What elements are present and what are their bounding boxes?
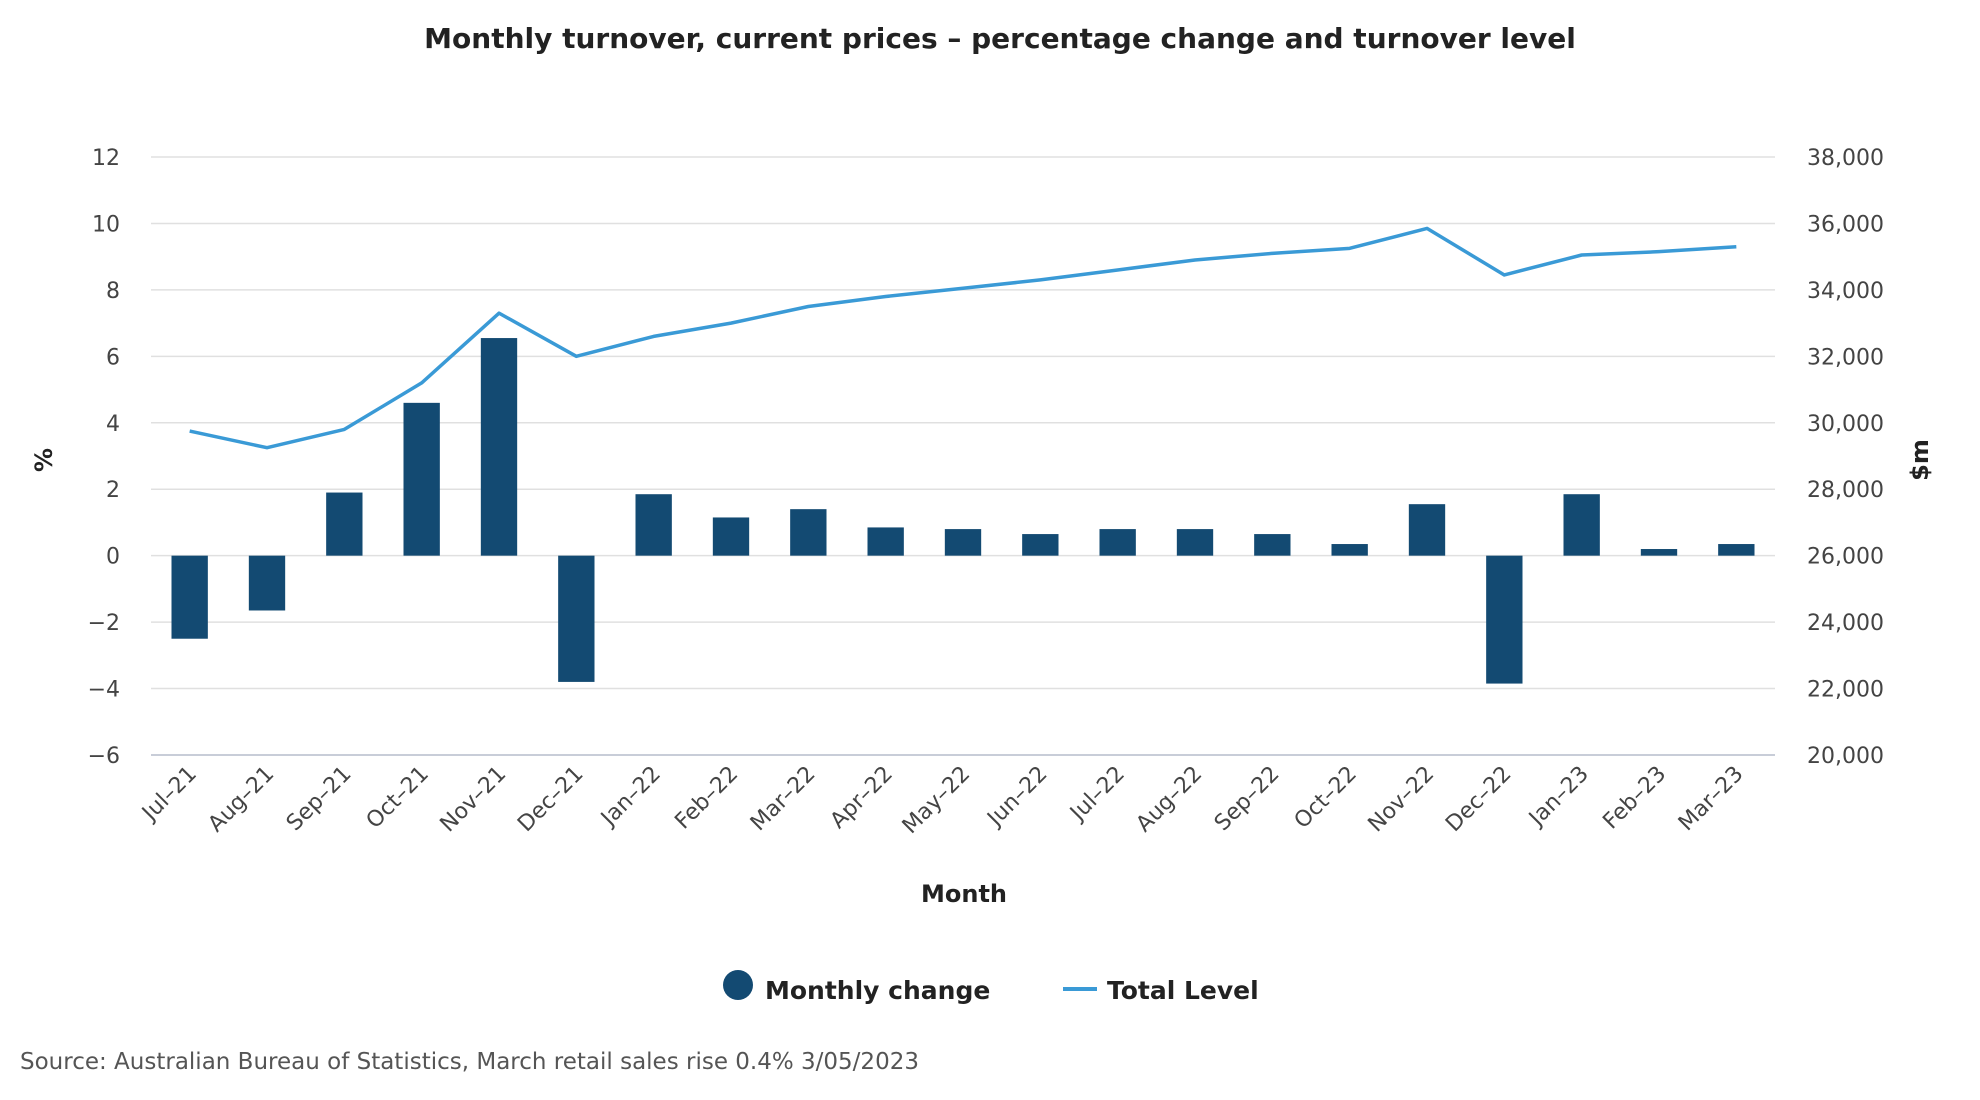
y-tick-right: 24,000	[1807, 611, 1884, 636]
y-tick-right: 34,000	[1807, 279, 1884, 304]
y-tick-right: 28,000	[1807, 478, 1884, 503]
y-tick-right: 32,000	[1807, 345, 1884, 370]
y-tick-right: 30,000	[1807, 412, 1884, 437]
x-tick-label: Feb–22	[670, 762, 743, 835]
y-tick-left: 6	[106, 345, 120, 370]
x-tick-label: Apr–22	[826, 762, 898, 834]
y-tick-left: 4	[106, 412, 120, 437]
bar-Feb-23	[1640, 549, 1678, 556]
bar-Aug-21	[248, 555, 286, 611]
right-axis: 38,000 36,000 34,000 32,000 30,000 28,000 26,0…	[1807, 146, 1884, 769]
x-axis-label: Month	[921, 880, 1007, 908]
bar-Mar-23	[1718, 544, 1755, 556]
x-tick-label: Jan–23	[1523, 762, 1594, 833]
y-tick-left: −4	[88, 678, 120, 703]
bar-Dec-22	[1486, 555, 1523, 684]
x-tick-label: Mar–22	[746, 762, 821, 837]
bar-May-22	[944, 529, 982, 556]
x-tick-label: Feb–23	[1598, 762, 1671, 835]
x-tick-label: Jun–22	[982, 762, 1053, 833]
chart-title: Monthly turnover, current prices – perce…	[424, 22, 1576, 55]
legend-monthly-change: Monthly change	[765, 976, 990, 1005]
x-tick-label: Oct–21	[362, 762, 434, 834]
x-tick-label: Jul–21	[136, 762, 201, 827]
legend-total-level: Total Level	[1107, 976, 1259, 1005]
y-tick-right: 22,000	[1807, 678, 1884, 703]
x-tick-label: Nov–22	[1364, 762, 1440, 838]
x-axis: Jul–21 Aug–21 Sep–21 Oct–21 Nov–21 Dec–21 Jan–…	[136, 762, 1748, 839]
bar-Sep-21	[326, 492, 363, 556]
bar-Jun-22	[1022, 534, 1059, 556]
bar-Jul-21	[171, 555, 208, 639]
x-tick-label: Oct–22	[1290, 762, 1362, 834]
bar-Feb-22	[712, 517, 750, 556]
y-tick-left: −6	[88, 744, 120, 769]
bar-Nov-21	[480, 338, 518, 556]
legend: Monthly change Total Level	[723, 970, 1259, 1005]
x-tick-label: Mar–23	[1674, 762, 1749, 837]
legend-bar-marker	[723, 970, 753, 1000]
bar-Nov-22	[1408, 504, 1446, 556]
x-tick-label: Jan–22	[595, 762, 666, 833]
x-tick-label: Dec–22	[1441, 762, 1516, 837]
x-tick-label: Aug–21	[204, 762, 280, 838]
bar-series	[171, 338, 1755, 684]
x-tick-label: Jul–22	[1064, 762, 1129, 827]
x-tick-label: Dec–21	[513, 762, 588, 837]
y-tick-left: 12	[92, 146, 120, 171]
x-tick-label: Aug–22	[1132, 762, 1208, 838]
x-tick-label: May–22	[898, 762, 975, 839]
bar-Oct-22	[1331, 544, 1368, 556]
y-tick-left: 8	[106, 279, 120, 304]
y-tick-right: 26,000	[1807, 545, 1884, 570]
bar-Jul-22	[1099, 529, 1136, 556]
bar-Jan-23	[1563, 494, 1600, 556]
x-tick-label: Sep–22	[1210, 762, 1285, 837]
bar-Mar-22	[790, 509, 827, 556]
y-tick-left: 0	[106, 545, 120, 570]
y-tick-left: −2	[88, 611, 120, 636]
y-tick-left: 10	[92, 212, 120, 237]
bar-Aug-22	[1176, 529, 1214, 556]
x-tick-label: Sep–21	[282, 762, 357, 837]
bar-Apr-22	[867, 527, 904, 556]
line-series	[189, 226, 1737, 450]
y-tick-right: 36,000	[1807, 212, 1884, 237]
bar-Oct-21	[403, 402, 440, 556]
source-note: Source: Australian Bureau of Statistics,…	[20, 1049, 919, 1075]
left-axis: 12 10 8 6 4 2 0 −2 −4 −6	[88, 146, 120, 769]
gridlines	[151, 156, 1775, 756]
y-tick-left: 2	[106, 478, 120, 503]
y-axis-right-label: $m	[1906, 439, 1934, 481]
y-axis-left-label: %	[30, 448, 58, 472]
bar-Sep-22	[1254, 534, 1291, 556]
y-tick-right: 20,000	[1807, 744, 1884, 769]
bar-Dec-21	[558, 555, 595, 682]
bar-Jan-22	[635, 494, 672, 556]
x-tick-label: Nov–21	[436, 762, 512, 838]
y-tick-right: 38,000	[1807, 146, 1884, 171]
